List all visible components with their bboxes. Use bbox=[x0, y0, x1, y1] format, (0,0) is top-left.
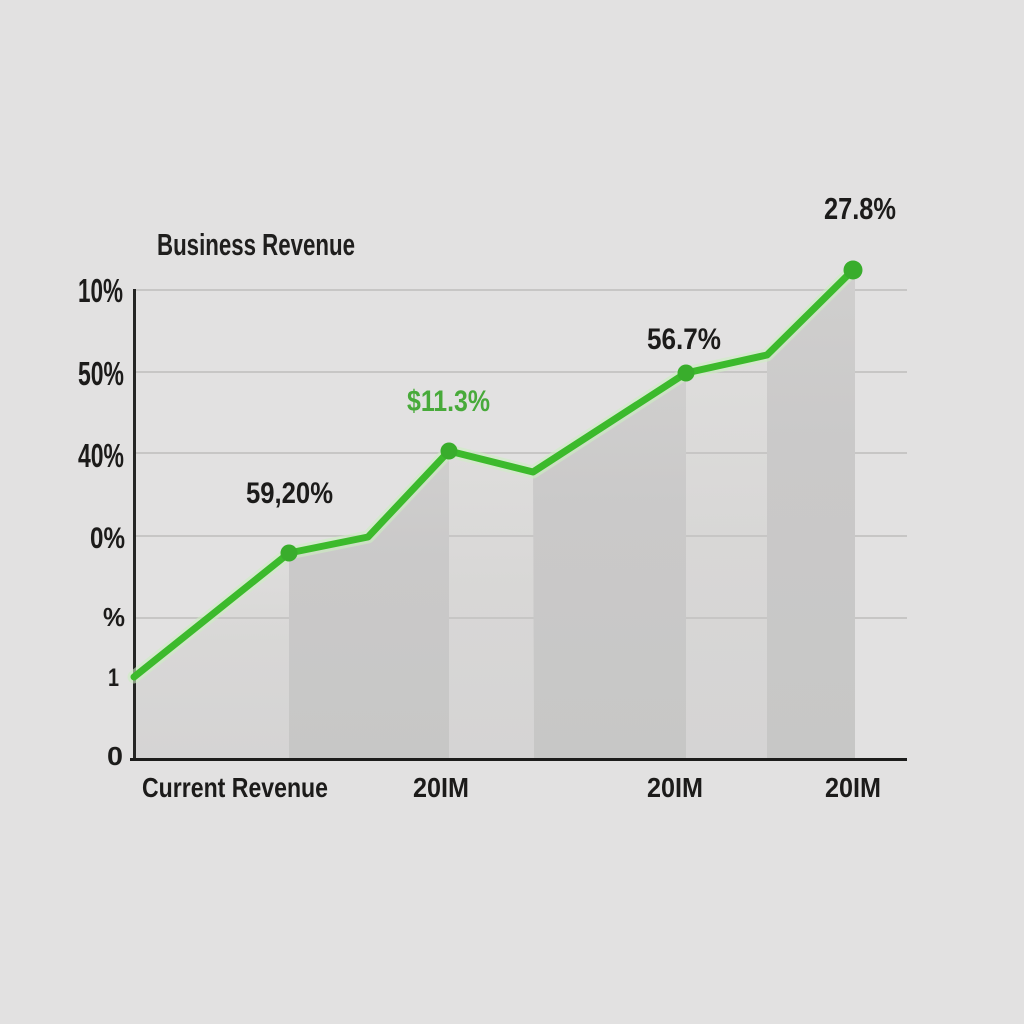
svg-text:59,20%: 59,20% bbox=[246, 477, 333, 510]
svg-text:0%: 0% bbox=[90, 522, 125, 555]
svg-text:10%: 10% bbox=[78, 272, 123, 309]
svg-text:20IM: 20IM bbox=[647, 772, 703, 803]
svg-text:40%: 40% bbox=[78, 437, 124, 474]
svg-text:27.8%: 27.8% bbox=[824, 191, 896, 226]
svg-text:20IM: 20IM bbox=[825, 772, 881, 803]
svg-text:$11.3%: $11.3% bbox=[407, 385, 490, 418]
svg-text:56.7%: 56.7% bbox=[647, 323, 721, 356]
svg-text:50%: 50% bbox=[78, 355, 124, 392]
svg-text:%: % bbox=[103, 602, 125, 632]
svg-text:1: 1 bbox=[108, 664, 119, 692]
svg-text:0: 0 bbox=[107, 741, 123, 771]
svg-text:Current Revenue: Current Revenue bbox=[142, 772, 328, 803]
svg-text:Business Revenue: Business Revenue bbox=[157, 227, 355, 262]
svg-text:20IM: 20IM bbox=[413, 772, 469, 803]
